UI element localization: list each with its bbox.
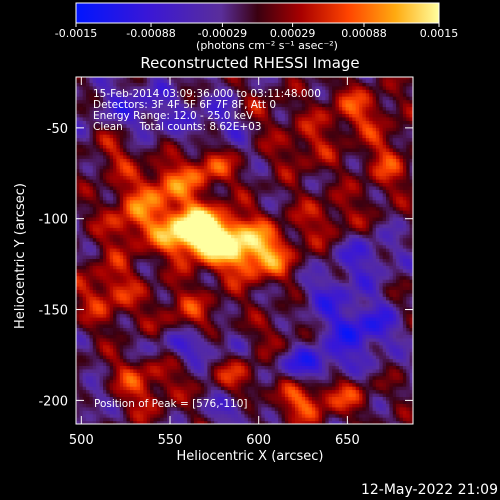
colorbar-tick-label: 0.00029 xyxy=(270,27,316,40)
colorbar-tick-label: -0.00029 xyxy=(198,27,247,40)
x-tick-label: 600 xyxy=(246,433,271,448)
x-tick-label: 550 xyxy=(158,433,183,448)
annotation-time-range: 15-Feb-2014 03:09:36.000 to 03:11:48.000 xyxy=(93,88,321,100)
y-tick-label: -200 xyxy=(38,394,68,409)
y-axis-label: Heliocentric Y (arcsec) xyxy=(13,183,28,329)
y-tick-label: -100 xyxy=(38,213,68,228)
y-tick-label: -50 xyxy=(47,122,68,137)
axis-ticks: 500 550 600 650 -50 -100 -150 -200 xyxy=(38,77,413,448)
colorbar-tick-label: -0.00088 xyxy=(126,27,175,40)
peak-position-label: Position of Peak = [576,-110] xyxy=(94,398,248,410)
colorbar-tick-label: 0.0015 xyxy=(420,27,459,40)
x-tick-label: 500 xyxy=(69,433,94,448)
chart-title: Reconstructed RHESSI Image xyxy=(140,54,359,72)
annotation-energy-range: Energy Range: 12.0 - 25.0 keV xyxy=(93,110,254,122)
colorbar-tick-label: -0.0015 xyxy=(55,27,97,40)
annotation-clean-counts: Clean Total counts: 8.62E+03 xyxy=(93,121,262,133)
colorbar-unit-label: (photons cm⁻² s⁻¹ asec⁻²) xyxy=(196,39,338,52)
x-axis-label: Heliocentric X (arcsec) xyxy=(177,449,324,464)
plot-frame xyxy=(75,76,414,425)
colorbar-ticks: -0.0015 -0.00088 -0.00029 0.00029 0.00088 0.0… xyxy=(55,23,458,40)
y-tick-label: -150 xyxy=(38,304,68,319)
footer-date: 12-May-2022 21:09 xyxy=(361,482,498,498)
colorbar-tick-label: 0.00088 xyxy=(341,27,387,40)
annotation-detectors: Detectors: 3F 4F 5F 6F 7F 8F, Att 0 xyxy=(93,99,276,111)
x-tick-label: 650 xyxy=(335,433,360,448)
heatmap-image xyxy=(76,77,413,424)
colorbar xyxy=(75,2,440,24)
